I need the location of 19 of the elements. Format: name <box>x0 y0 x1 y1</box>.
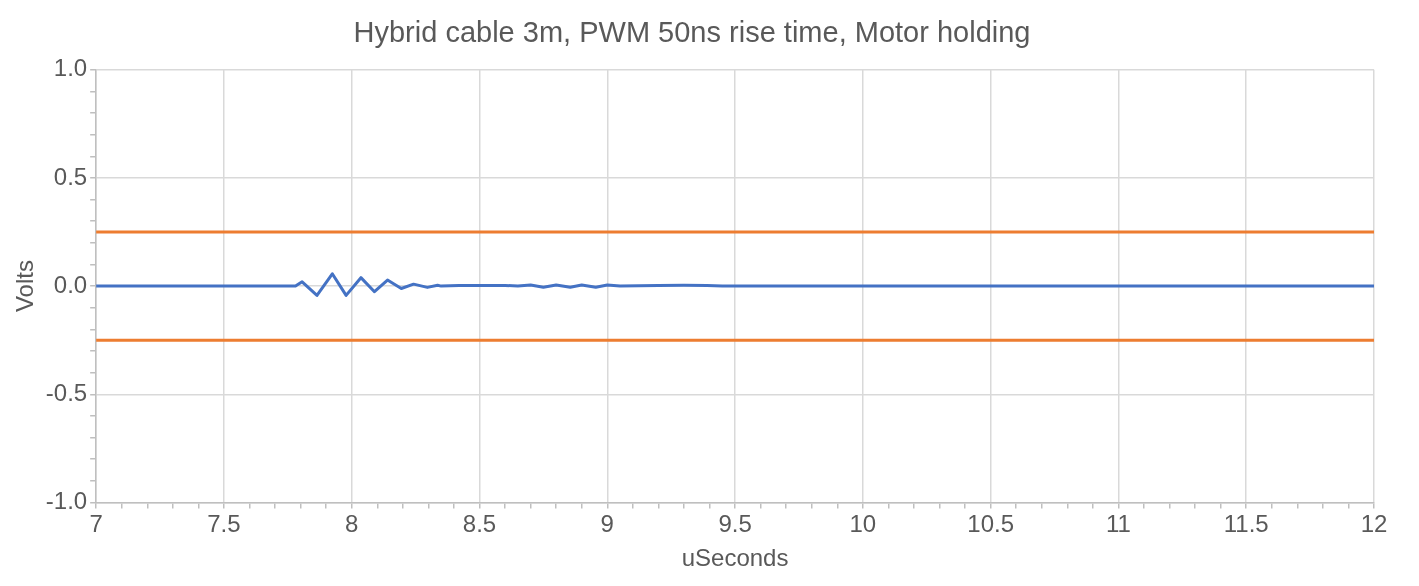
x-tick-label: 11 <box>1105 510 1131 538</box>
x-tick-label: 9.5 <box>718 510 752 538</box>
x-tick-label: 11.5 <box>1223 510 1269 538</box>
y-tick-label: -0.5 <box>45 378 88 406</box>
y-tick-label: -1.0 <box>45 487 88 515</box>
x-tick-label: 12 <box>1360 510 1388 538</box>
x-tick-label: 10 <box>849 510 877 538</box>
x-tick-label: 9 <box>600 510 614 538</box>
x-tick-label: 7 <box>89 510 103 538</box>
y-tick-label: 1.0 <box>53 54 88 82</box>
y-axis-title: Volts <box>11 260 39 313</box>
y-tick-label: 0.0 <box>53 270 88 298</box>
chart-title: Hybrid cable 3m, PWM 50ns rise time, Motor holding <box>353 16 1031 49</box>
x-tick-label: 8 <box>345 510 359 538</box>
y-tick-label: 0.5 <box>53 162 88 190</box>
x-tick-label: 8.5 <box>462 510 497 538</box>
x-tick-label: 7.5 <box>207 510 241 538</box>
x-axis-title: uSeconds <box>681 544 789 572</box>
x-tick-label: 10.5 <box>967 510 1015 538</box>
